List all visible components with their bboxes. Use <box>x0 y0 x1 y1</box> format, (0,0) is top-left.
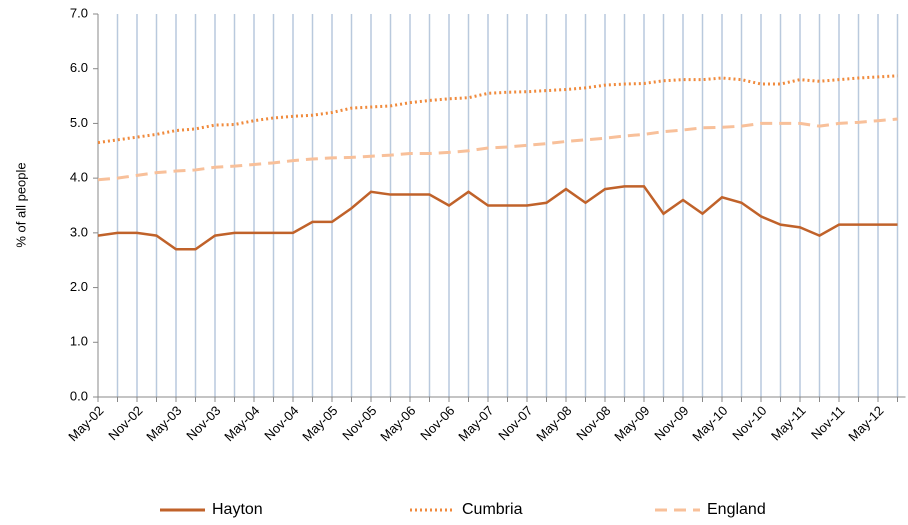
x-tick-label: May-11 <box>768 403 809 444</box>
y-tick-label: 0.0 <box>70 388 88 403</box>
x-tick-label: Nov-04 <box>261 403 301 443</box>
x-tick-label: May-02 <box>65 403 106 444</box>
x-tick-label: Nov-06 <box>417 403 457 443</box>
x-tick-label: May-10 <box>689 403 730 444</box>
y-tick-label: 5.0 <box>70 115 88 130</box>
x-tick-label: Nov-10 <box>729 403 769 443</box>
y-tick-label: 4.0 <box>70 170 88 185</box>
legend-label: England <box>707 501 766 518</box>
y-tick-label: 6.0 <box>70 60 88 75</box>
y-axis-title: % of all people <box>13 162 28 247</box>
x-tick-label: May-09 <box>611 403 652 444</box>
x-tick-label: May-12 <box>845 403 886 444</box>
x-tick-label: May-03 <box>143 403 184 444</box>
x-tick-label: May-05 <box>299 403 340 444</box>
x-tick-label: Nov-07 <box>495 403 535 443</box>
x-tick-label: Nov-08 <box>573 403 613 443</box>
x-tick-label: Nov-11 <box>808 403 848 443</box>
x-tick-label: May-07 <box>455 403 496 444</box>
x-tick-label: May-04 <box>221 403 262 444</box>
y-tick-label: 2.0 <box>70 279 88 294</box>
legend-label: Cumbria <box>462 501 523 518</box>
x-tick-label: Nov-09 <box>651 403 691 443</box>
series-line <box>97 74 898 145</box>
x-tick-label: May-06 <box>377 403 418 444</box>
x-tick-label: Nov-02 <box>105 403 145 443</box>
y-tick-label: 1.0 <box>70 334 88 349</box>
x-tick-label: May-08 <box>533 403 574 444</box>
series-line <box>97 185 898 251</box>
y-tick-label: 7.0 <box>70 5 88 20</box>
x-tick-label: Nov-05 <box>339 403 379 443</box>
series-line <box>97 117 898 182</box>
legend-label: Hayton <box>212 501 263 518</box>
x-tick-label: Nov-03 <box>183 403 223 443</box>
y-tick-label: 3.0 <box>70 224 88 239</box>
